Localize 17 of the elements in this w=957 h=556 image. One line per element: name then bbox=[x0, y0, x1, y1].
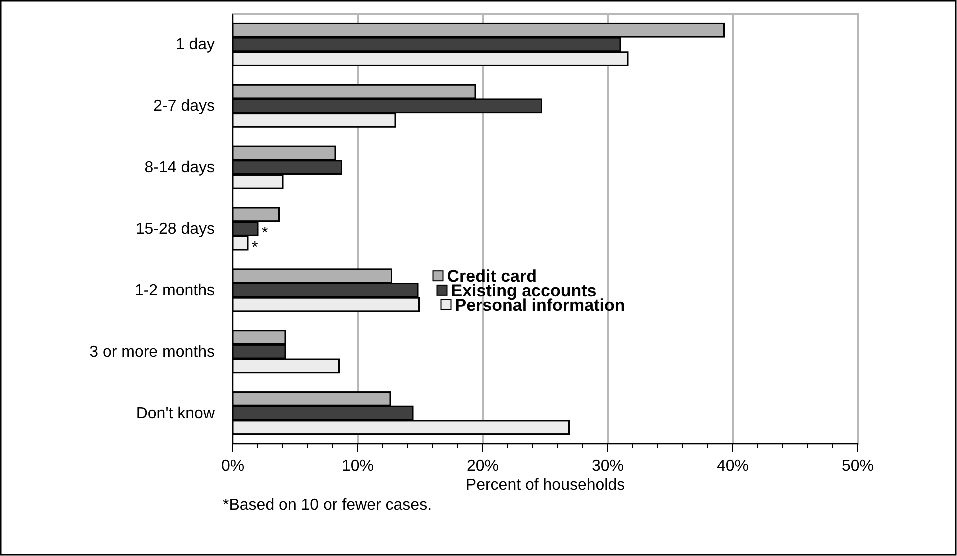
y-tick-label: 2-7 days bbox=[154, 98, 215, 116]
y-tick-label: 1 day bbox=[176, 36, 215, 54]
x-tick-label: 0% bbox=[221, 458, 245, 475]
x-axis-title: Percent of households bbox=[466, 477, 626, 494]
y-tick-label: 8-14 days bbox=[144, 160, 215, 177]
x-tick-label: 40% bbox=[716, 458, 750, 475]
y-tick-label: 3 or more months bbox=[90, 344, 215, 361]
text: *Based on 10 or fewer cases. bbox=[223, 497, 432, 514]
annotation: * bbox=[262, 225, 268, 242]
y-tick-label: Don't know bbox=[136, 405, 216, 422]
y-tick-label: 15-28 days bbox=[136, 221, 215, 238]
x-tick-label: 50% bbox=[842, 458, 874, 475]
x-tick-label: 10% bbox=[342, 458, 374, 475]
x-tick-label: 20% bbox=[466, 458, 500, 475]
annotation: * bbox=[252, 239, 258, 256]
y-tick-label: 1-2 months bbox=[134, 282, 215, 300]
x-tick-label: 30% bbox=[592, 458, 624, 475]
